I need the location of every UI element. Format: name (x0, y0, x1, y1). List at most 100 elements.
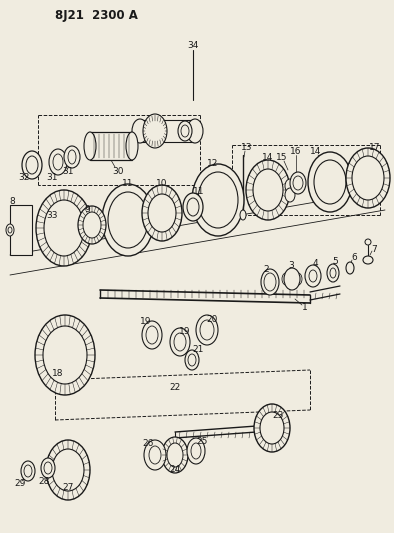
Ellipse shape (108, 192, 148, 248)
Ellipse shape (53, 154, 63, 170)
Ellipse shape (52, 449, 84, 491)
Text: 2: 2 (263, 265, 269, 274)
Ellipse shape (290, 172, 306, 194)
Ellipse shape (294, 273, 302, 285)
Text: 11: 11 (122, 179, 134, 188)
Text: 8J21  2300 A: 8J21 2300 A (55, 10, 138, 22)
Text: 23: 23 (272, 410, 284, 419)
Ellipse shape (309, 270, 317, 282)
Ellipse shape (285, 179, 295, 193)
Ellipse shape (183, 193, 203, 221)
Ellipse shape (84, 132, 96, 160)
Text: 17: 17 (369, 143, 381, 152)
Bar (90, 132, 132, 160)
Text: 22: 22 (169, 384, 180, 392)
Text: 10: 10 (156, 180, 168, 189)
Ellipse shape (143, 114, 167, 148)
Ellipse shape (46, 440, 90, 500)
Text: 4: 4 (312, 259, 318, 268)
Ellipse shape (282, 273, 290, 285)
Ellipse shape (149, 446, 161, 464)
Ellipse shape (200, 320, 214, 340)
Text: 29: 29 (14, 480, 26, 489)
Ellipse shape (142, 185, 182, 241)
Ellipse shape (148, 194, 176, 232)
Ellipse shape (187, 438, 205, 464)
Ellipse shape (284, 268, 300, 290)
Ellipse shape (174, 333, 186, 351)
Text: 6: 6 (351, 254, 357, 262)
Text: 34: 34 (187, 42, 199, 51)
Bar (140, 120, 195, 142)
Ellipse shape (196, 315, 218, 345)
Ellipse shape (178, 121, 192, 141)
Ellipse shape (308, 152, 352, 212)
Ellipse shape (293, 176, 303, 190)
Text: 28: 28 (38, 477, 50, 486)
Ellipse shape (22, 151, 42, 179)
Ellipse shape (35, 315, 95, 395)
Ellipse shape (346, 148, 390, 208)
Ellipse shape (187, 119, 203, 143)
Ellipse shape (181, 125, 189, 137)
Ellipse shape (68, 150, 76, 164)
Ellipse shape (352, 156, 384, 200)
Text: 16: 16 (290, 148, 302, 157)
Ellipse shape (146, 326, 158, 344)
Ellipse shape (142, 321, 162, 349)
Ellipse shape (254, 404, 290, 452)
Ellipse shape (192, 164, 244, 236)
Ellipse shape (43, 326, 87, 384)
Ellipse shape (126, 132, 138, 160)
Ellipse shape (144, 440, 166, 470)
Text: 25: 25 (196, 437, 208, 446)
Ellipse shape (346, 262, 354, 274)
Ellipse shape (44, 462, 52, 474)
Text: 30: 30 (112, 166, 124, 175)
Text: 19: 19 (140, 318, 152, 327)
Text: 9: 9 (84, 206, 90, 214)
Text: 1: 1 (302, 303, 308, 312)
Text: 19: 19 (179, 327, 191, 336)
Ellipse shape (132, 119, 148, 143)
Ellipse shape (170, 328, 190, 356)
Text: 8: 8 (9, 198, 15, 206)
Text: 31: 31 (62, 167, 74, 176)
Ellipse shape (253, 169, 283, 211)
Ellipse shape (264, 273, 276, 291)
Text: 33: 33 (46, 211, 58, 220)
Ellipse shape (36, 190, 92, 266)
Ellipse shape (44, 200, 84, 256)
Ellipse shape (285, 188, 295, 202)
Ellipse shape (64, 146, 80, 168)
Ellipse shape (314, 160, 346, 204)
Text: 24: 24 (169, 464, 180, 473)
Text: 13: 13 (241, 143, 253, 152)
Ellipse shape (6, 224, 14, 236)
Ellipse shape (260, 412, 284, 444)
Text: 27: 27 (62, 482, 74, 491)
Ellipse shape (327, 264, 339, 282)
Text: 32: 32 (18, 174, 30, 182)
Text: 3: 3 (288, 262, 294, 271)
Text: 14: 14 (262, 154, 274, 163)
Ellipse shape (24, 465, 32, 477)
Text: 21: 21 (192, 345, 204, 354)
Ellipse shape (188, 354, 196, 366)
Ellipse shape (198, 172, 238, 228)
Text: 31: 31 (46, 174, 58, 182)
Ellipse shape (26, 156, 38, 174)
Text: 14: 14 (310, 148, 322, 157)
Ellipse shape (246, 160, 290, 220)
Text: 18: 18 (52, 368, 64, 377)
Ellipse shape (78, 206, 106, 244)
Ellipse shape (261, 269, 279, 295)
Bar (286, 274, 298, 284)
Text: 7: 7 (371, 246, 377, 254)
Text: 15: 15 (276, 154, 288, 163)
Ellipse shape (8, 227, 12, 233)
Ellipse shape (305, 265, 321, 287)
Ellipse shape (185, 350, 199, 370)
Ellipse shape (187, 198, 199, 216)
Text: 26: 26 (142, 439, 154, 448)
